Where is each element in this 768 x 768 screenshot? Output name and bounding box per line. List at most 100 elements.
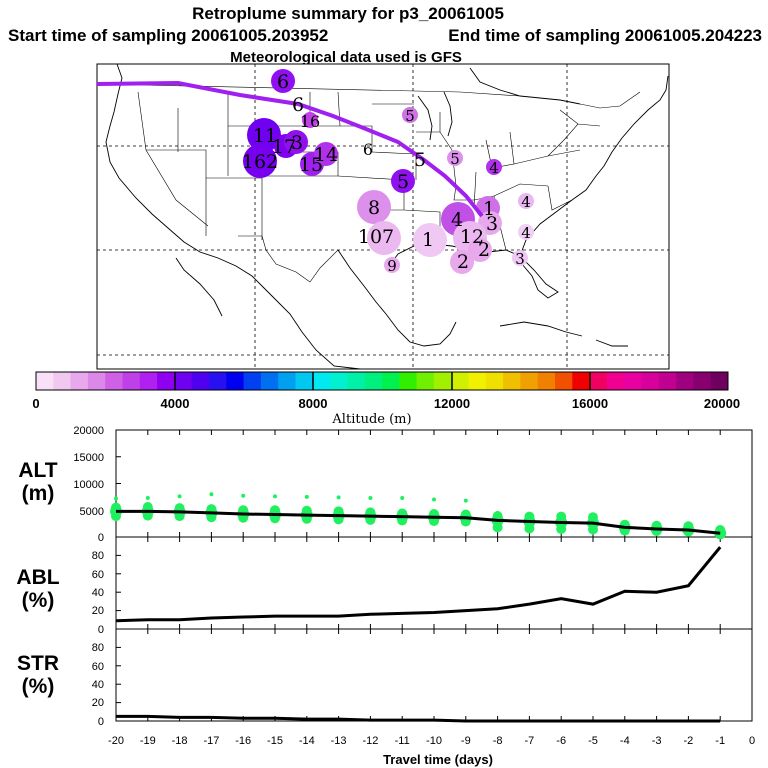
colorbar-cell — [572, 372, 590, 390]
colorbar-cell — [295, 372, 314, 390]
plume-day-label: 8 — [368, 197, 380, 219]
colorbar-cell — [364, 372, 383, 390]
str-ytick: 80 — [92, 642, 104, 654]
colorbar-cell — [624, 372, 642, 390]
colorbar-cell — [537, 372, 556, 390]
x-tick: -7 — [525, 735, 535, 747]
alt-ytick: 20000 — [73, 425, 104, 437]
x-tick: -19 — [140, 735, 156, 747]
plume-day-label: 15 — [299, 154, 323, 176]
colorbar-cell — [382, 372, 400, 390]
x-tick: -5 — [588, 735, 598, 747]
altitude-colorbar: 0 4000 8000 12000 16000 20000 Altitude (… — [32, 371, 740, 427]
trajectory-line — [96, 80, 484, 218]
plume-day-label: 4 — [521, 193, 531, 211]
str-panel-unit: (%) — [22, 675, 55, 698]
colorbar-cell — [105, 372, 123, 390]
start-time-label: Start time of sampling 20061005.203952 — [8, 26, 328, 45]
colorbar-cell — [191, 372, 210, 390]
plume-circle — [367, 221, 401, 255]
str-ytick: 20 — [92, 697, 104, 709]
colorbar-cell — [503, 372, 521, 390]
met-data-label: Meteorological data used is GFS — [230, 49, 462, 66]
x-tick: -3 — [652, 735, 662, 747]
x-tick: -10 — [426, 735, 442, 747]
colorbar-tick: 4000 — [161, 396, 190, 411]
x-axis-label: Travel time (days) — [383, 752, 493, 767]
alt-ytick: 0 — [98, 532, 104, 544]
colorbar-cell — [658, 372, 677, 390]
plume-circle — [391, 169, 415, 193]
colorbar-cell — [330, 372, 348, 390]
plume-circle — [468, 238, 492, 262]
plume-day-label: 6 — [363, 140, 373, 159]
x-tick: -16 — [235, 735, 251, 747]
plume-circle — [518, 224, 534, 240]
abl-ytick: 40 — [92, 587, 104, 599]
colorbar-cell — [139, 372, 158, 390]
plume-day-labels: 6 6 16 11 17 3 162 15 14 6 5 5 5 4 5 8 4… — [242, 71, 531, 275]
plume-circle — [243, 144, 277, 178]
colorbar-cell — [606, 372, 625, 390]
alt-upper-dot — [463, 498, 468, 503]
plume-day-label: 5 — [450, 150, 460, 168]
alt-ytick: 5000 — [80, 506, 104, 518]
plume-circle — [247, 118, 281, 152]
alt-upper-dot — [273, 494, 277, 499]
colorbar-cell — [416, 372, 435, 390]
colorbar-cell — [226, 372, 244, 390]
plume-day-label: 162 — [242, 151, 278, 173]
colorbar-cell — [485, 372, 504, 390]
abl-ytick: 60 — [92, 569, 104, 581]
colorbar-cell — [433, 372, 452, 390]
plume-day-label: 17 — [272, 136, 296, 158]
colorbar-cell — [87, 372, 106, 390]
plume-day-label: 4 — [489, 159, 499, 177]
abl-ytick: 20 — [92, 605, 104, 617]
colorbar-cell — [278, 372, 296, 390]
colorbar-cell — [36, 372, 54, 390]
alt-upper-dot — [177, 494, 182, 499]
plume-circle — [402, 107, 418, 123]
plume-day-label: 16 — [300, 112, 320, 131]
plume-day-label: 6 — [292, 94, 304, 116]
plume-day-label: 5 — [405, 107, 415, 125]
plume-day-label: 5 — [414, 149, 426, 171]
colorbar-tick: 16000 — [572, 396, 608, 411]
panel-tick-marks — [115, 429, 753, 722]
plume-day-label: 1 — [422, 229, 434, 251]
alt-upper-dot — [209, 492, 214, 497]
str-ytick: 0 — [98, 716, 104, 728]
plume-circle — [384, 257, 400, 273]
end-time-label: End time of sampling 20061005.204223 — [448, 26, 762, 45]
plume-circle — [413, 223, 447, 257]
colorbar-cell — [520, 372, 539, 390]
plume-day-label: 4 — [451, 209, 463, 231]
plume-circle — [450, 250, 474, 274]
figure-title: Retroplume summary for p3_20061005 — [192, 4, 504, 23]
colorbar-cell — [693, 372, 712, 390]
x-tick: -9 — [461, 735, 471, 747]
x-tick: -12 — [362, 735, 378, 747]
colorbar-tick: 8000 — [299, 396, 328, 411]
plume-circle — [518, 193, 534, 209]
colorbar-cell — [676, 372, 694, 390]
x-tick: -18 — [172, 735, 188, 747]
plume-day-label: 9 — [387, 257, 397, 275]
time-series-panels: ALT (m) ABL (%) STR (%) 0 5000 10000 150… — [16, 425, 755, 767]
colorbar-cell — [70, 372, 89, 390]
abl-panel-label: ABL — [16, 566, 59, 589]
x-tick: 0 — [749, 735, 755, 747]
colorbar-tick: 0 — [32, 396, 39, 411]
x-tick: -13 — [331, 735, 347, 747]
plume-circle — [447, 150, 463, 166]
alt-upper-dot — [432, 497, 436, 502]
alt-ytick: 15000 — [73, 452, 104, 464]
x-tick: -2 — [684, 735, 694, 747]
plume-circle — [357, 190, 391, 224]
alt-upper-dot — [368, 495, 373, 500]
colorbar-cell — [468, 372, 487, 390]
x-tick: -17 — [203, 735, 219, 747]
plume-day-label: 2 — [457, 251, 469, 273]
